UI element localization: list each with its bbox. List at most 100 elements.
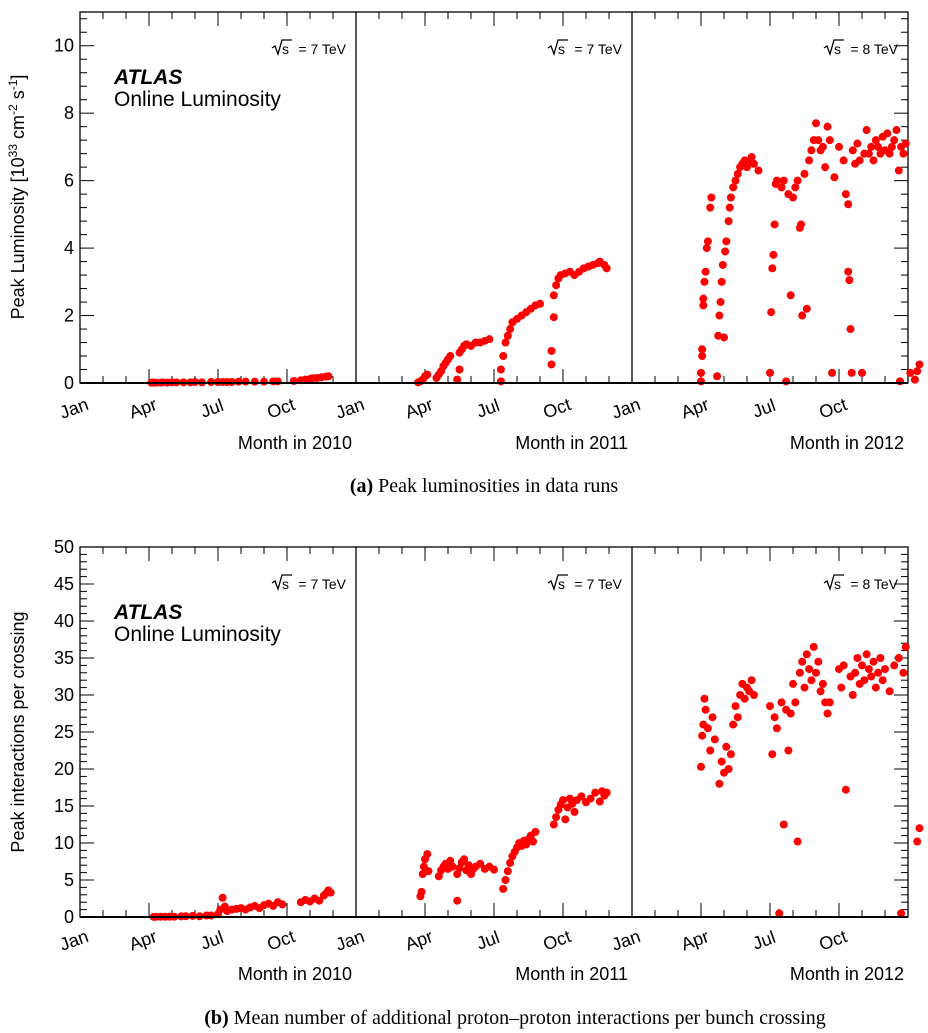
y-label-superscript: 33 [6,144,20,158]
series-points [697,642,924,918]
data-point [273,377,282,386]
energy-symbol: s [558,576,565,592]
data-point [864,149,873,158]
data-point [869,156,878,165]
data-point [816,687,825,696]
data-point [777,698,786,707]
data-point [324,372,333,381]
y-label-part: cm [8,115,28,144]
data-point [446,352,455,361]
sqrt-icon [823,39,844,57]
data-point [697,377,705,386]
data-point [707,193,716,202]
y-tick-label: 4 [64,238,74,258]
data-point [749,691,758,699]
series-points [149,886,335,921]
data-point [766,368,774,377]
x-tick-label: Jul [750,927,778,954]
plot-frame [79,11,909,384]
data-point [729,720,738,729]
data-point [702,244,711,253]
data-point [862,650,871,659]
data-point [825,698,834,707]
data-point [460,855,469,864]
data-point [506,325,515,334]
data-point [570,807,579,816]
data-point [770,220,779,229]
data-point [207,377,216,386]
data-point [846,325,855,334]
chart-1: 0 5 10 15 20 25 30 35 40 45 50 Peak interactions pe… [8,537,924,1029]
data-point [549,820,558,829]
data-point [423,850,432,859]
data-point [733,713,742,722]
x-axis-label: Month in 2010 [238,433,352,453]
data-point [847,368,856,377]
data-point [814,136,823,145]
data-point [561,815,570,824]
subtitle-label: Online Luminosity [114,623,281,646]
data-point [453,896,462,905]
data-point [724,217,733,226]
data-point [207,911,216,920]
data-point [496,377,505,386]
data-point [424,867,433,876]
data-point [547,346,556,355]
data-point [894,166,903,175]
data-point [793,176,802,185]
data-point [697,368,705,377]
data-point [717,277,726,286]
data-point [549,313,558,322]
data-point [915,824,924,833]
data-point [586,794,595,803]
data-point [910,375,919,384]
data-point [260,377,268,386]
y-tick-label: 10 [54,833,74,853]
data-point [772,724,781,733]
data-point [503,867,512,876]
data-point [812,119,820,128]
data-point [851,668,860,677]
caption-text: Peak luminosities in data runs [373,475,618,497]
data-point [536,299,544,308]
data-point [501,876,510,884]
x-tick-label: Oct [540,394,573,422]
data-point [899,668,908,677]
data-point [531,827,540,836]
data-point [881,665,889,674]
data-point [848,691,857,699]
data-point [227,377,236,386]
data-point [809,642,818,651]
data-point [697,762,705,771]
y-tick-label: 5 [64,870,74,890]
data-point [897,909,906,918]
data-point [708,713,717,722]
x-tick-label: Oct [540,926,573,954]
data-point [506,858,515,867]
data-point [724,765,733,773]
data-point [845,276,854,285]
x-tick-label: Jul [474,395,502,422]
x-tick-label: Jul [474,927,502,954]
x-tick-label: Jul [750,395,778,422]
x-tick-label: Apr [126,394,159,422]
data-point [706,746,715,755]
x-tick-label: Jul [198,395,226,422]
data-point [485,335,494,344]
data-point [885,687,894,696]
data-point [835,142,843,151]
y-label-part: Peak Luminosity [10 [8,157,28,319]
data-point [423,370,432,379]
data-point [860,676,869,685]
data-point [595,797,604,806]
data-point [791,698,800,707]
y-tick-label: 50 [54,537,74,557]
y-tick-label: 30 [54,685,74,705]
data-point [892,126,901,135]
data-point [855,156,864,165]
series-points [147,372,333,387]
x-axis-label: Month in 2011 [515,964,628,984]
x-tick-label: Oct [264,394,297,422]
data-point [830,173,839,182]
